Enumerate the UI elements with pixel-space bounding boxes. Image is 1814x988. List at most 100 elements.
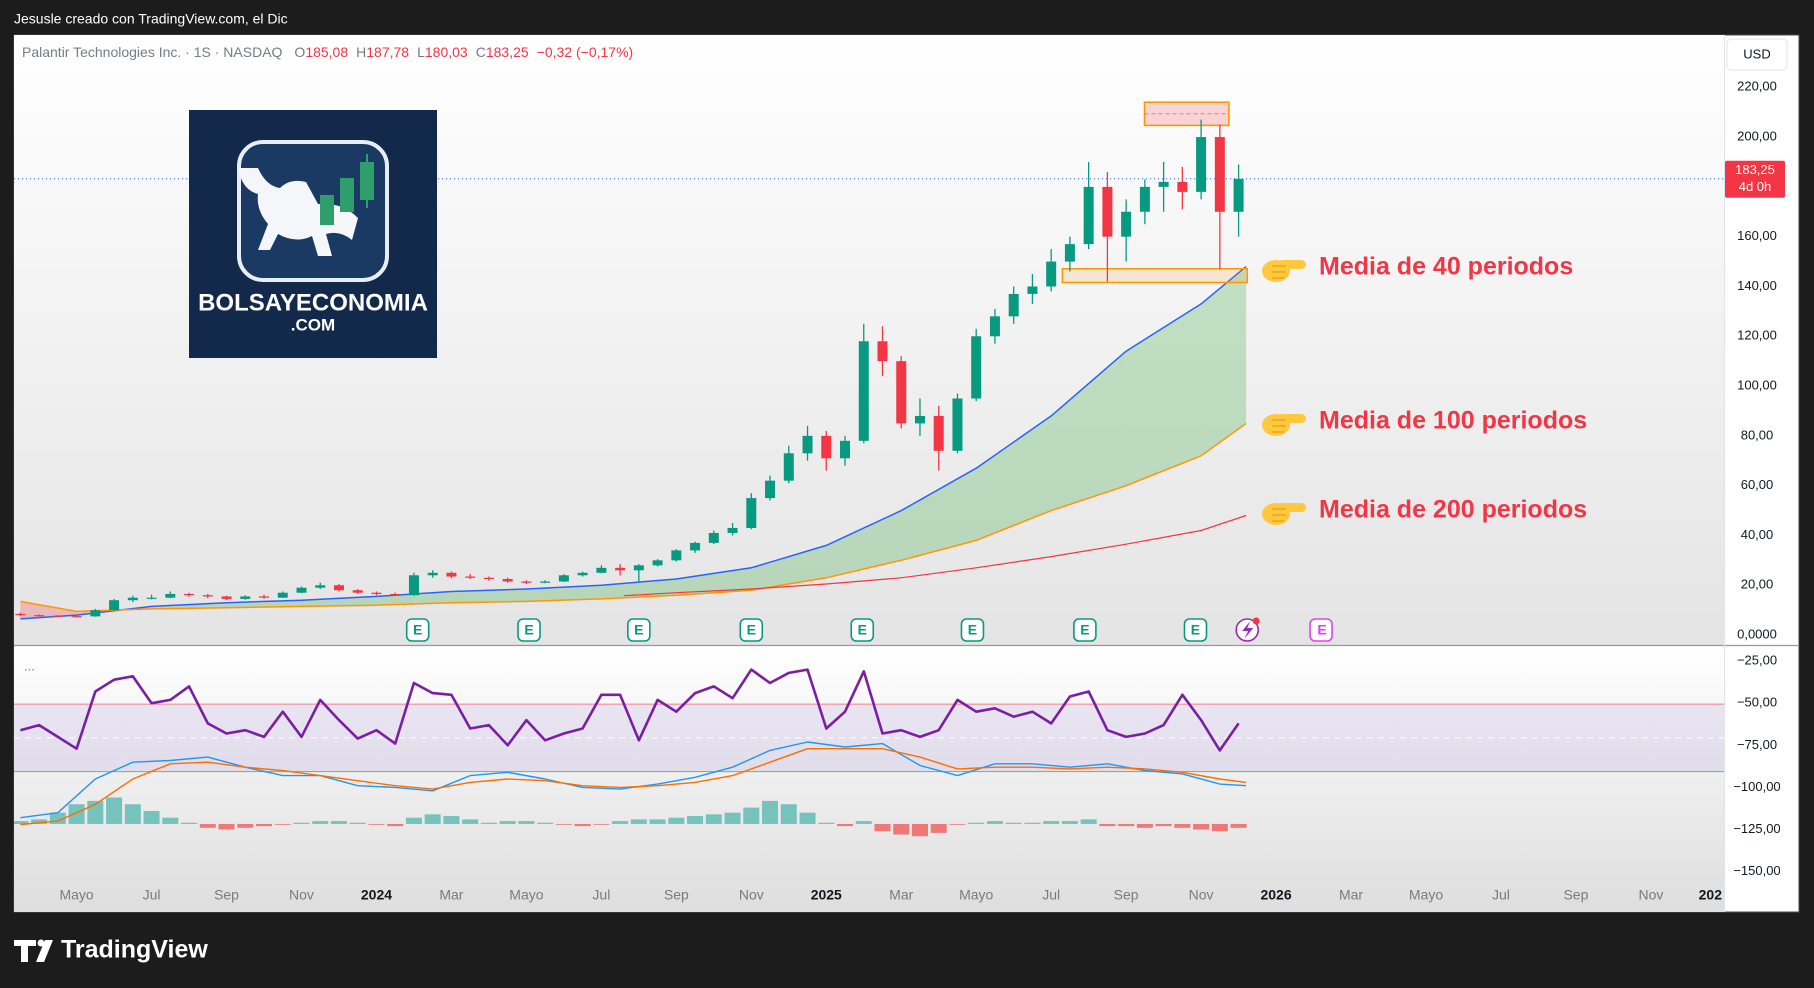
- histogram-bar: [387, 823, 404, 827]
- candle-body: [446, 572, 457, 577]
- earnings-marker: [850, 618, 875, 642]
- candle-body: [502, 579, 513, 582]
- x-tick-label: Mayo: [959, 887, 993, 903]
- ma-fill: [1201, 266, 1247, 456]
- histogram-bar: [837, 823, 854, 827]
- earnings-marker: [405, 618, 430, 642]
- ohlc-value: 183,25: [486, 44, 529, 60]
- histogram-bar: [424, 814, 441, 824]
- y-tick-label: 160,00: [1737, 228, 1777, 243]
- x-tick-label: Jul: [143, 887, 161, 903]
- candle-body: [933, 415, 944, 451]
- candle-body: [1083, 186, 1094, 245]
- last-price-label: 183,25: [1735, 162, 1775, 177]
- y-tick-label: 0,0000: [1737, 626, 1777, 641]
- candle-body: [90, 610, 101, 617]
- x-tick-label: 2024: [361, 887, 392, 903]
- candle-body: [914, 415, 925, 424]
- histogram-bar: [949, 823, 966, 825]
- candle-body: [1064, 244, 1075, 262]
- x-tick-label: Jul: [1492, 887, 1510, 903]
- x-tick-label: 202: [1699, 887, 1723, 903]
- histogram-bar: [968, 822, 985, 824]
- candle-body: [783, 453, 794, 481]
- candle-body: [52, 615, 63, 617]
- candle-body: [633, 565, 644, 571]
- candle-body: [802, 435, 813, 454]
- histogram-bar: [330, 821, 347, 824]
- event-dot: [1252, 617, 1260, 625]
- currency-button[interactable]: [1726, 38, 1788, 71]
- candle-body: [1177, 181, 1188, 192]
- pointing-hand: [1262, 414, 1306, 436]
- upcoming-earnings-label: E: [1317, 622, 1326, 638]
- logo-subtitle: .COM: [291, 315, 335, 334]
- candle-body: [352, 590, 363, 593]
- histogram-bar: [705, 814, 722, 824]
- candle-body: [521, 581, 532, 583]
- candle-body: [540, 581, 551, 583]
- candle-body: [1214, 137, 1225, 212]
- indicator-menu[interactable]: ...: [24, 658, 35, 673]
- histogram-bar: [518, 821, 535, 824]
- annotation-text: Media de 40 periodos: [1319, 253, 1573, 281]
- candle-body: [221, 596, 232, 599]
- logo-candle: [340, 178, 354, 212]
- histogram-bar: [218, 823, 235, 830]
- ohlc-value: 187,78: [366, 44, 409, 60]
- histogram-bar: [986, 821, 1003, 824]
- ohlc-value: 180,03: [425, 44, 468, 60]
- currency-label: USD: [1743, 46, 1770, 61]
- ma-fill: [301, 596, 377, 607]
- earnings-marker: [739, 618, 764, 642]
- histogram-bar: [687, 816, 704, 824]
- candle-body: [671, 550, 682, 561]
- earnings-label: E: [858, 622, 867, 638]
- candle-body: [952, 398, 963, 451]
- histogram-bar: [143, 810, 160, 824]
- histogram-bar: [799, 812, 816, 824]
- histogram-bar: [1118, 823, 1135, 827]
- indicator-tick-label: −25,00: [1737, 653, 1777, 668]
- logo-bull: [238, 168, 358, 256]
- change-value: −0,32 (−0,17%): [537, 44, 634, 60]
- histogram-bar: [1061, 821, 1078, 824]
- histogram-bar: [124, 804, 141, 824]
- symbol-name: Palantir Technologies Inc. · 1S · NASDAQ: [22, 44, 283, 60]
- earnings-marker: [1073, 618, 1097, 642]
- moving-average: [20, 422, 1247, 613]
- candle-body: [1233, 178, 1244, 212]
- last-price-box: [1725, 160, 1785, 198]
- indicator-tick-label: −150,00: [1733, 863, 1780, 878]
- moving-average: [623, 514, 1247, 597]
- footer-logo: TradingView: [14, 936, 208, 964]
- annotation-text: Media de 100 periodos: [1319, 407, 1587, 435]
- candle-body: [1102, 186, 1113, 237]
- histogram-bar: [31, 819, 48, 824]
- candle-body: [146, 597, 157, 599]
- candle-body: [877, 341, 888, 362]
- histogram-bar: [312, 821, 329, 824]
- histogram-bar: [443, 816, 460, 824]
- ohlc-key: H: [356, 44, 366, 60]
- histogram-bar: [480, 822, 497, 824]
- x-tick-label: Nov: [1189, 887, 1214, 903]
- histogram-bar: [649, 819, 666, 824]
- earnings-label: E: [413, 622, 422, 638]
- x-tick-label: Nov: [289, 887, 314, 903]
- candle-body: [577, 572, 588, 576]
- bar-countdown: 4d 0h: [1739, 179, 1772, 194]
- ma-fill: [20, 601, 77, 619]
- hand-line: [1272, 508, 1286, 522]
- ohlc-key: C: [476, 44, 486, 60]
- histogram-bar: [199, 823, 216, 828]
- y-tick-label: 200,00: [1737, 129, 1777, 144]
- hand-finger: [1278, 260, 1306, 269]
- histogram-bar: [574, 823, 591, 827]
- candle-body: [109, 600, 120, 611]
- candle-body: [427, 572, 438, 576]
- y-tick-label: 20,00: [1741, 577, 1774, 592]
- candle-body: [34, 615, 45, 617]
